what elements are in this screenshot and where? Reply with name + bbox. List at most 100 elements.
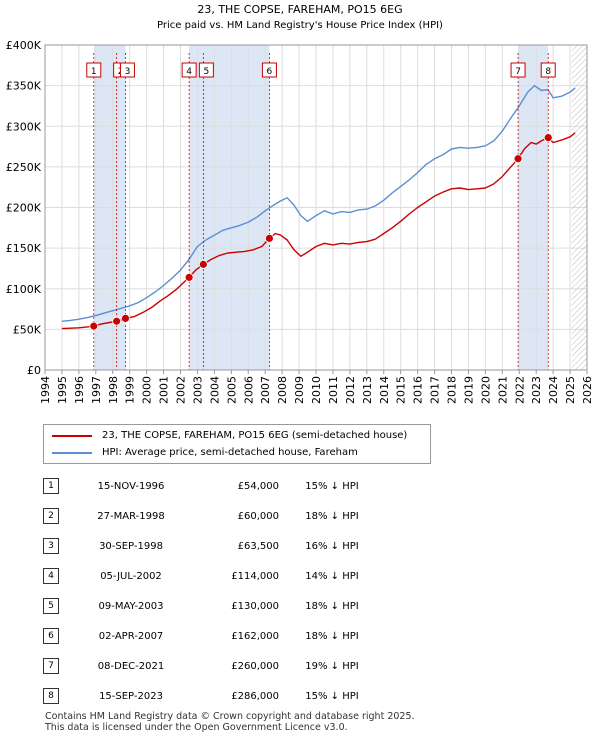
sale-hpi-diff: 18% ↓ HPI xyxy=(305,510,359,522)
x-tick-label: 2007 xyxy=(259,376,272,404)
sale-number-label: 1 xyxy=(91,67,97,77)
sale-hpi-diff: 19% ↓ HPI xyxy=(305,660,359,672)
sale-date: 30-SEP-1998 xyxy=(99,540,163,552)
sale-number-box xyxy=(510,62,526,78)
table-row: 8 15-SEP-2023 £286,000 15% ↓ HPI xyxy=(43,681,385,711)
sale-marker-cell: 2 xyxy=(43,501,83,531)
x-tick-label: 1994 xyxy=(39,376,52,404)
sale-hpi-diff: 18% ↓ HPI xyxy=(305,630,359,642)
y-tick-label: £150K xyxy=(6,242,42,255)
sale-marker: 4 xyxy=(43,568,59,584)
x-tick-label: 2010 xyxy=(310,376,323,404)
sale-hpi-diff: 15% ↓ HPI xyxy=(305,690,359,702)
chart-legend: 23, THE COPSE, FAREHAM, PO15 6EG (semi-d… xyxy=(43,424,431,464)
legend-swatch-hpi xyxy=(52,452,92,454)
x-tick-label: 2001 xyxy=(158,376,171,404)
sale-hpi-diff: 18% ↓ HPI xyxy=(305,600,359,612)
y-tick-label: £300K xyxy=(6,120,42,133)
sale-marker: 1 xyxy=(43,478,59,494)
sale-hpi-diff: 16% ↓ HPI xyxy=(305,540,359,552)
legend-swatch-property xyxy=(52,435,92,437)
table-row: 4 05-JUL-2002 £114,000 14% ↓ HPI xyxy=(43,561,385,591)
y-tick-label: £400K xyxy=(6,39,42,52)
sale-date: 08-DEC-2021 xyxy=(97,660,165,672)
sale-price: £54,000 xyxy=(237,480,279,492)
price-chart: 23, THE COPSE, FAREHAM, PO15 6EG Price p… xyxy=(6,3,594,404)
sale-marker-cell: 4 xyxy=(43,561,83,591)
sale-hpi-diff: 14% ↓ HPI xyxy=(305,570,359,582)
sale-point xyxy=(89,321,99,331)
x-tick-label: 2020 xyxy=(479,376,492,404)
table-row: 6 02-APR-2007 £162,000 18% ↓ HPI xyxy=(43,621,385,651)
chart-subtitle: Price paid vs. HM Land Registry's House … xyxy=(157,20,443,31)
x-tick-label: 1998 xyxy=(107,376,120,404)
sale-number-box xyxy=(119,62,135,78)
sale-marker-cell: 3 xyxy=(43,531,83,561)
x-tick-label: 1999 xyxy=(124,376,137,404)
x-tick-label: 2002 xyxy=(175,376,188,404)
hpi-line xyxy=(61,84,576,322)
y-tick-label: £50K xyxy=(13,323,42,336)
x-tick-label: 2019 xyxy=(462,376,475,404)
x-tick-label: 2006 xyxy=(242,376,255,404)
x-tick-label: 2017 xyxy=(429,376,442,404)
property-price-line xyxy=(61,132,576,330)
sale-date: 05-JUL-2002 xyxy=(100,570,162,582)
sale-point xyxy=(543,133,553,143)
sale-point xyxy=(112,316,122,326)
sale-price: £63,500 xyxy=(237,540,279,552)
table-row: 3 30-SEP-1998 £63,500 16% ↓ HPI xyxy=(43,531,385,561)
sale-number-label: 3 xyxy=(125,67,131,77)
legend-label-property: 23, THE COPSE, FAREHAM, PO15 6EG (semi-d… xyxy=(102,430,408,441)
x-tick-label: 2015 xyxy=(395,376,408,404)
sale-marker: 7 xyxy=(43,658,59,674)
x-tick-label: 2025 xyxy=(564,376,577,404)
x-tick-label: 2012 xyxy=(344,376,357,404)
sale-price: £60,000 xyxy=(237,510,279,522)
x-tick-label: 2021 xyxy=(496,376,509,404)
sale-date: 15-SEP-2023 xyxy=(99,690,163,702)
sale-date: 02-APR-2007 xyxy=(98,630,164,642)
sale-point xyxy=(265,233,274,243)
sale-marker-cell: 8 xyxy=(43,681,83,711)
sale-price: £114,000 xyxy=(231,570,279,582)
sale-marker-cell: 5 xyxy=(43,591,83,621)
sale-marker-cell: 7 xyxy=(43,651,83,681)
sale-price: £162,000 xyxy=(231,630,279,642)
sale-number-label: 6 xyxy=(267,67,273,77)
sale-marker: 8 xyxy=(43,688,59,704)
sale-price: £286,000 xyxy=(231,690,279,702)
sale-marker: 2 xyxy=(43,508,59,524)
x-tick-label: 2009 xyxy=(293,376,306,404)
x-tick-label: 2016 xyxy=(412,376,425,404)
x-tick-label: 2003 xyxy=(191,376,204,404)
future-hatch xyxy=(571,45,587,370)
sale-date: 09-MAY-2003 xyxy=(98,600,164,612)
x-tick-label: 2005 xyxy=(225,376,238,404)
sale-number-box xyxy=(181,62,197,78)
table-row: 1 15-NOV-1996 £54,000 15% ↓ HPI xyxy=(43,471,385,501)
legend-label-hpi: HPI: Average price, semi-detached house,… xyxy=(102,447,358,458)
sale-number-box xyxy=(198,62,214,78)
y-tick-label: £250K xyxy=(6,161,42,174)
footer: Contains HM Land Registry data © Crown c… xyxy=(45,711,415,733)
sale-number-label: 5 xyxy=(203,67,209,77)
x-tick-label: 2026 xyxy=(581,376,594,404)
sales-table: 1 15-NOV-1996 £54,000 15% ↓ HPI 2 27-MAR-1998… xyxy=(43,471,385,711)
y-tick-label: £200K xyxy=(6,202,42,215)
y-tick-label: £350K xyxy=(6,80,42,93)
sale-price: £130,000 xyxy=(231,600,279,612)
sale-marker-cell: 6 xyxy=(43,621,83,651)
x-tick-label: 2023 xyxy=(530,376,543,404)
sale-hpi-diff: 15% ↓ HPI xyxy=(305,480,359,492)
sale-point xyxy=(513,154,523,164)
y-tick-label: £100K xyxy=(6,283,42,296)
x-tick-label: 2000 xyxy=(141,376,154,404)
x-tick-label: 2013 xyxy=(361,376,374,404)
sale-marker-cell: 1 xyxy=(43,471,83,501)
sale-date: 27-MAR-1998 xyxy=(97,510,165,522)
x-tick-label: 2008 xyxy=(276,376,289,404)
sale-marker: 5 xyxy=(43,598,59,614)
sale-number-box xyxy=(261,62,277,78)
